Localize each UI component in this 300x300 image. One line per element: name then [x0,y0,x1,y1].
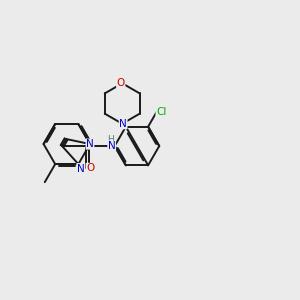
Text: O: O [117,78,125,88]
Text: N: N [86,139,94,149]
Text: Cl: Cl [156,107,166,117]
Text: N: N [119,119,127,129]
Text: O: O [86,163,94,173]
Text: H: H [107,135,114,144]
Text: N: N [108,141,116,151]
Text: N: N [77,164,85,174]
